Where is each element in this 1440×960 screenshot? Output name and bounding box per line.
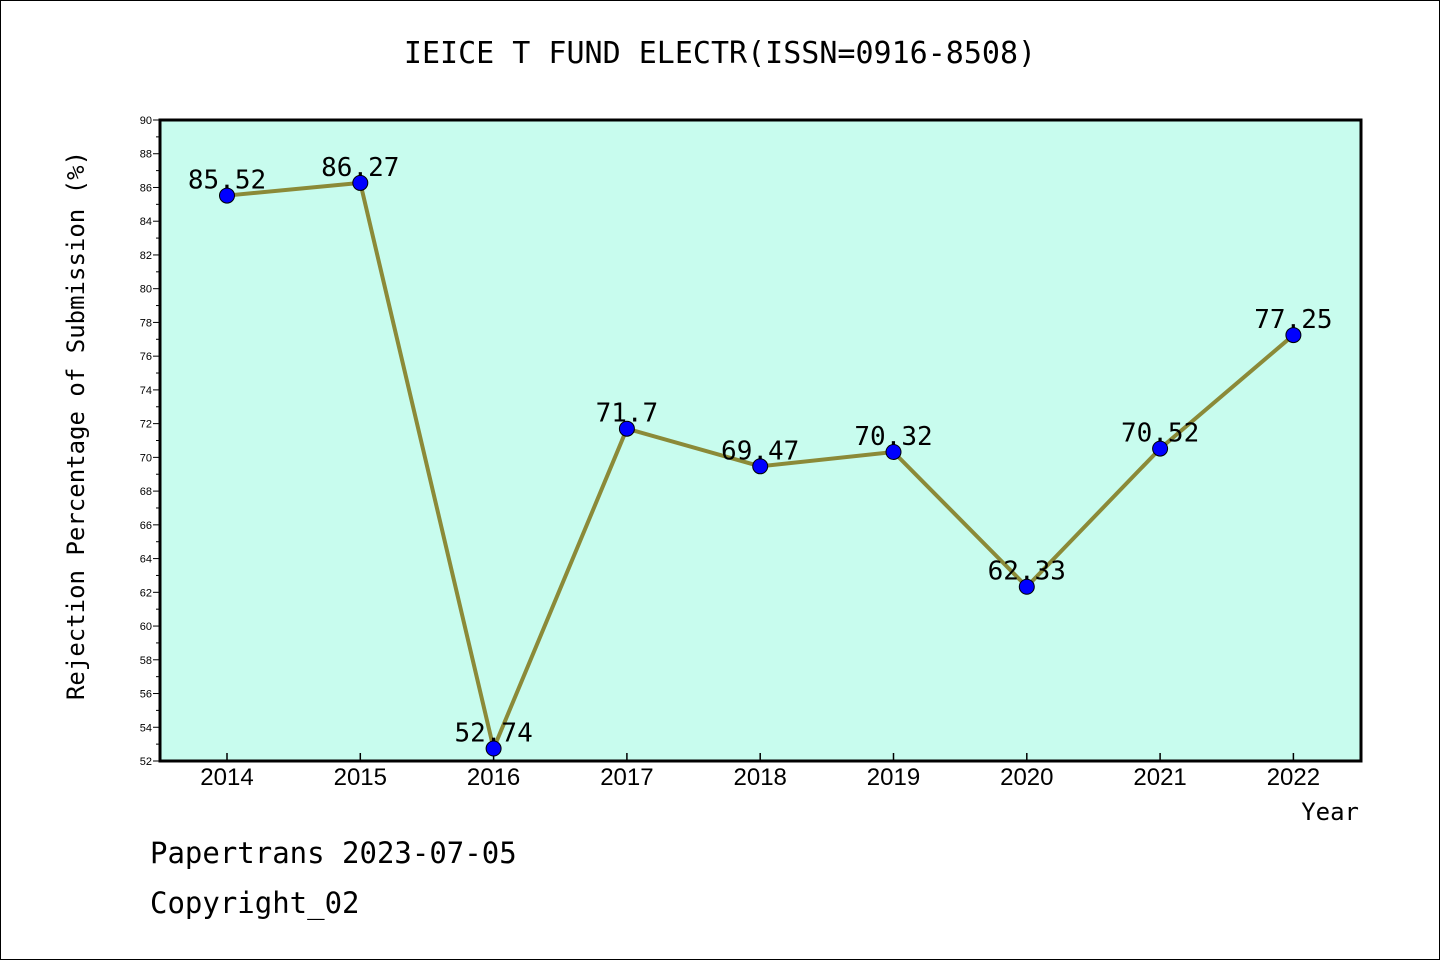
- footer-date: Papertrans 2023-07-05: [150, 836, 517, 870]
- y-axis-title: Rejection Percentage of Submission (%): [62, 151, 90, 700]
- y-tick-label: 88: [140, 149, 152, 161]
- y-tick-label: 64: [140, 554, 152, 566]
- y-tick-label: 90: [140, 115, 152, 127]
- data-point: [1018, 578, 1035, 595]
- data-label: 86.27: [321, 153, 399, 183]
- data-label: 71.7: [596, 399, 659, 429]
- x-axis-title: Year: [1301, 798, 1359, 826]
- y-tick-label: 58: [140, 655, 152, 667]
- plot-area: [160, 120, 1361, 761]
- y-tick-label: 70: [140, 452, 152, 464]
- y-tick-label: 82: [140, 250, 152, 262]
- y-tick-label: 68: [140, 486, 152, 498]
- data-label: 70.52: [1121, 419, 1199, 449]
- data-label: 85.52: [188, 166, 266, 196]
- y-tick-label: 52: [140, 756, 152, 768]
- y-tick-label: 66: [140, 520, 152, 532]
- x-tick-label: 2022: [1267, 764, 1320, 791]
- y-tick-label: 78: [140, 317, 152, 329]
- y-tick-label: 86: [140, 182, 152, 194]
- data-label: 69.47: [721, 436, 799, 466]
- x-tick-label: 2015: [334, 764, 387, 791]
- y-tick-label: 60: [140, 621, 152, 633]
- y-tick-label: 54: [140, 722, 152, 734]
- data-point: [219, 187, 235, 204]
- data-point: [1285, 327, 1302, 344]
- x-tick-label: 2019: [867, 764, 920, 791]
- y-tick-label: 80: [140, 284, 152, 296]
- y-tick-label: 84: [140, 216, 152, 228]
- data-label: 77.25: [1254, 305, 1332, 335]
- data-point: [1152, 440, 1169, 457]
- y-tick-label: 72: [140, 419, 152, 431]
- data-label: 70.32: [854, 422, 932, 452]
- x-tick-label: 2020: [1000, 764, 1053, 791]
- chart-title: IEICE T FUND ELECTR(ISSN=0916-8508): [403, 36, 1037, 71]
- data-label: 52.74: [454, 719, 532, 749]
- y-tick-label: 74: [140, 385, 152, 397]
- y-tick-label: 76: [140, 351, 152, 363]
- data-point: [485, 740, 502, 757]
- x-tick-label: 2017: [600, 764, 653, 791]
- data-point: [752, 458, 769, 475]
- data-point: [352, 174, 369, 191]
- data-point: [618, 420, 635, 437]
- footer-copyright: Copyright_02: [150, 886, 360, 920]
- data-point: [885, 443, 902, 460]
- y-tick-label: 56: [140, 689, 152, 701]
- x-tick-label: 2016: [467, 764, 520, 791]
- x-tick-label: 2021: [1133, 764, 1186, 791]
- y-tick-label: 62: [140, 587, 152, 599]
- x-tick-label: 2014: [200, 764, 253, 791]
- data-label: 62.33: [988, 557, 1066, 587]
- x-tick-label: 2018: [734, 764, 787, 791]
